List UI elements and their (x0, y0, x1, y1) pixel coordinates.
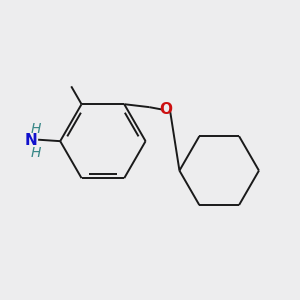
Text: H: H (31, 146, 41, 161)
Text: N: N (24, 133, 37, 148)
Text: H: H (31, 122, 41, 136)
Text: O: O (159, 102, 172, 117)
